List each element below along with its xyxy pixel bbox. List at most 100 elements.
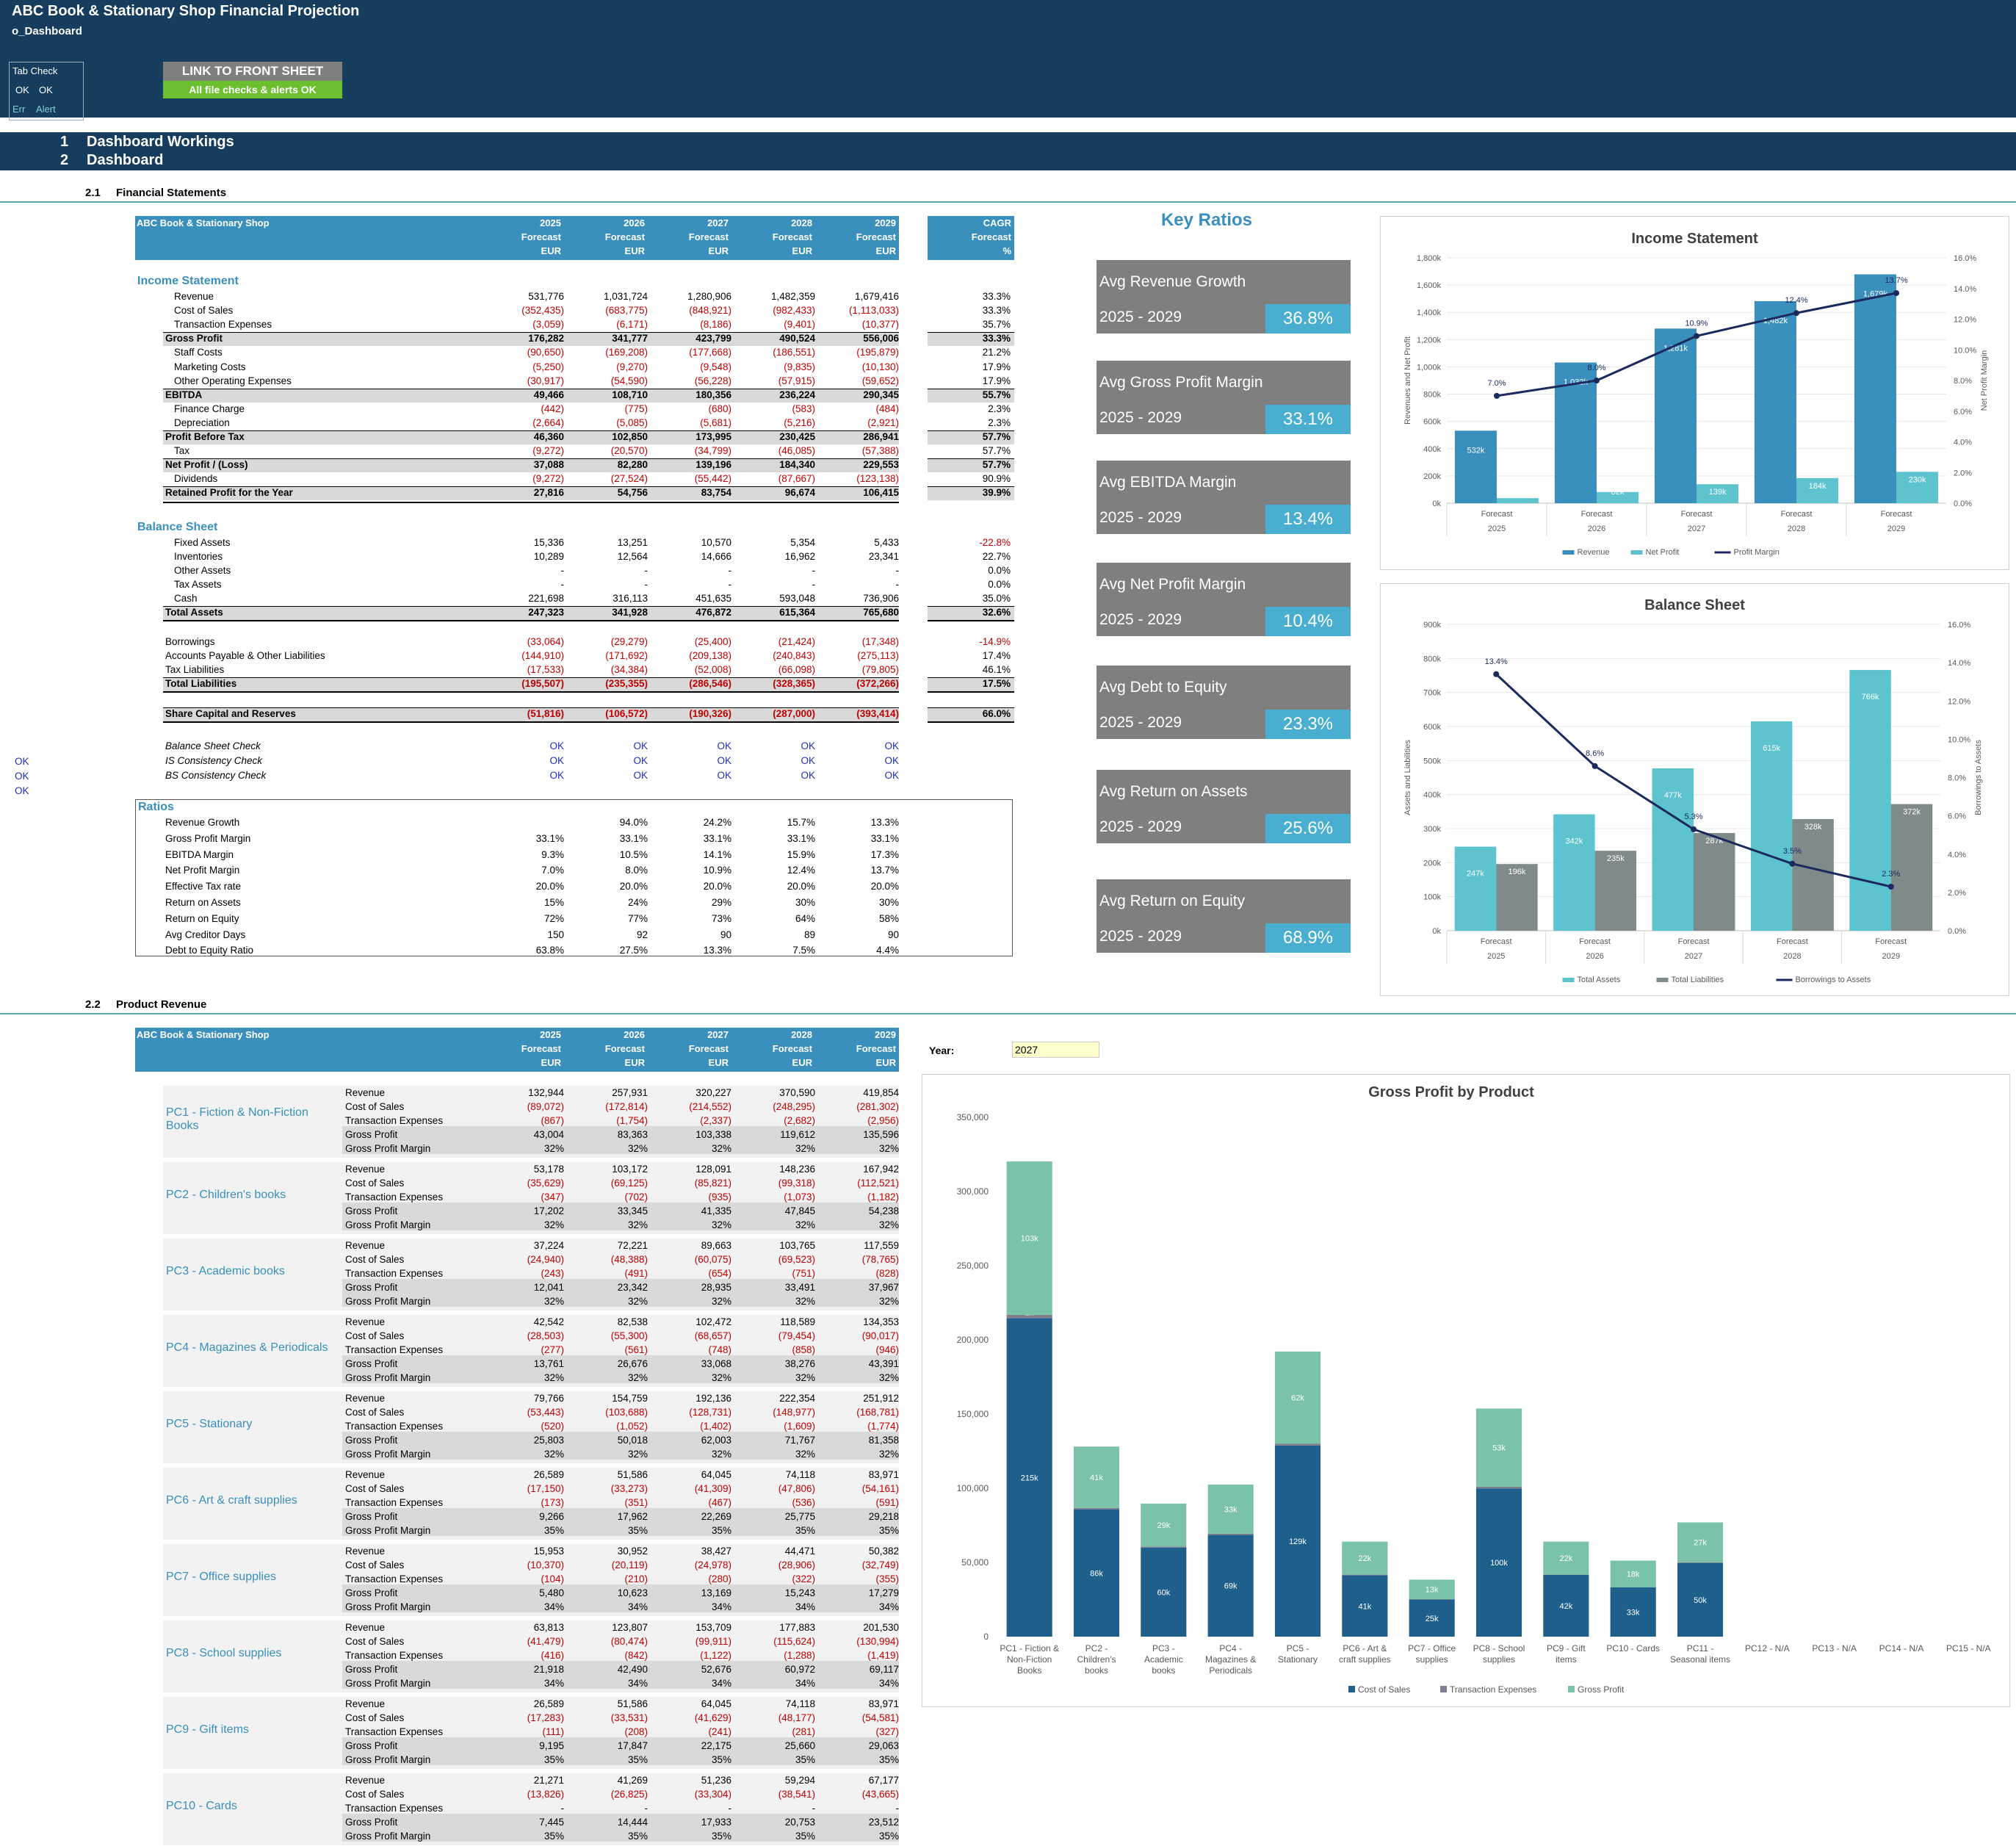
product-value: 103,172 bbox=[612, 1164, 648, 1175]
value-cell: (9,548) bbox=[700, 361, 731, 372]
total-row-bg bbox=[163, 677, 899, 693]
product-value: 32% bbox=[878, 1296, 899, 1307]
stacked-bar-1 bbox=[1073, 1507, 1120, 1510]
kpi-label: Avg EBITDA Margin bbox=[1099, 474, 1237, 491]
value-cell: 230,425 bbox=[779, 431, 815, 442]
x-tick-label: Non-Fiction bbox=[1007, 1654, 1052, 1665]
gross-profit-rows-bg bbox=[342, 1584, 899, 1612]
stacked-bar-2 bbox=[1207, 1485, 1254, 1534]
year-header: 2025 bbox=[540, 217, 561, 228]
product-value: 83,971 bbox=[868, 1469, 899, 1480]
line-data-label: 13.4% bbox=[1485, 657, 1508, 666]
product-value: 15,953 bbox=[533, 1546, 564, 1557]
line-data-label: 8.0% bbox=[1587, 364, 1605, 372]
value-cell: (30,917) bbox=[527, 375, 564, 386]
product-value: 153,709 bbox=[696, 1622, 731, 1633]
kpi-label: Avg Return on Assets bbox=[1099, 783, 1248, 800]
product-value: (33,273) bbox=[610, 1483, 648, 1494]
y2-tick-label: 14.0% bbox=[1954, 285, 1976, 294]
check-status: OK bbox=[884, 770, 899, 781]
gross-profit-rows-bg bbox=[342, 1508, 899, 1536]
product-row-label: Revenue bbox=[345, 1316, 386, 1327]
year-header: 2026 bbox=[624, 1029, 645, 1040]
product-value: 51,236 bbox=[701, 1775, 731, 1786]
product-value: (112,521) bbox=[857, 1178, 899, 1189]
y2-tick-label: 0.0% bbox=[1954, 500, 1972, 508]
product-name: PC5 - Stationary bbox=[166, 1418, 253, 1430]
value-cell: (9,401) bbox=[784, 319, 815, 331]
product-value: (33,531) bbox=[610, 1712, 648, 1723]
stacked-bar-0 bbox=[1073, 1509, 1120, 1637]
product-value: 35% bbox=[795, 1525, 815, 1536]
data-label: 477k bbox=[1664, 791, 1682, 800]
value-cell: 83,754 bbox=[701, 487, 731, 499]
product-name: PC3 - Academic books bbox=[166, 1265, 285, 1277]
value-cell: 736,906 bbox=[863, 593, 899, 604]
balance-sheet-title: Balance Sheet bbox=[137, 521, 218, 533]
cagr-cell: 33.3% bbox=[982, 291, 1011, 302]
value-cell: 10,570 bbox=[701, 537, 731, 548]
legend-label: Profit Margin bbox=[1734, 548, 1780, 557]
product-row-label: Gross Profit Margin bbox=[345, 1601, 431, 1612]
data-label: 25k bbox=[1426, 1615, 1439, 1623]
chart-title: Gross Profit by Product bbox=[1368, 1084, 1534, 1100]
legend-label: Total Liabilities bbox=[1672, 976, 1724, 984]
product-row-label: Revenue bbox=[345, 1546, 386, 1557]
product-value: 25,775 bbox=[784, 1511, 815, 1522]
gross-profit-rows-bg bbox=[342, 1279, 899, 1307]
row-label: Profit Before Tax bbox=[165, 431, 245, 442]
data-label: 42k bbox=[1559, 1602, 1572, 1611]
y-tick-label: 400k bbox=[1423, 791, 1441, 800]
value-cell: 531,776 bbox=[528, 291, 564, 302]
product-value: (1,288) bbox=[784, 1650, 815, 1661]
product-value: (60,075) bbox=[694, 1254, 731, 1265]
ratio-label: EBITDA Margin bbox=[165, 848, 234, 860]
section-dashboard-workings[interactable]: Dashboard Workings bbox=[87, 134, 234, 150]
product-value: (946) bbox=[875, 1344, 899, 1355]
stacked-bar-1 bbox=[1342, 1574, 1388, 1576]
value-cell: 16,962 bbox=[784, 551, 815, 562]
product-value: (591) bbox=[875, 1497, 899, 1508]
kpi-label: Avg Net Profit Margin bbox=[1099, 576, 1246, 593]
product-row-label: Revenue bbox=[345, 1087, 386, 1098]
product-value: (1,402) bbox=[700, 1421, 731, 1432]
product-value: 52,676 bbox=[701, 1664, 731, 1675]
x-tick-label: Forecast bbox=[1781, 510, 1813, 519]
value-cell: (169,208) bbox=[605, 347, 648, 358]
x-tick-label: 2025 bbox=[1488, 524, 1506, 533]
product-value: 103,765 bbox=[779, 1240, 815, 1251]
data-label: 139k bbox=[1709, 488, 1727, 497]
stacked-bar-0 bbox=[1141, 1547, 1187, 1637]
data-label: 372k bbox=[1903, 808, 1921, 817]
product-value: (54,161) bbox=[861, 1483, 899, 1494]
product-value: 72,221 bbox=[617, 1240, 648, 1251]
x-tick-label: PC6 - Art & bbox=[1343, 1643, 1387, 1654]
row-label: Depreciation bbox=[174, 417, 230, 428]
side-check-status: OK bbox=[15, 785, 29, 796]
year-input[interactable]: 2027 bbox=[1012, 1042, 1099, 1058]
ratio-value: 20.0% bbox=[870, 881, 899, 893]
check-status: OK bbox=[801, 755, 815, 766]
stacked-bar-1 bbox=[1677, 1562, 1724, 1563]
kpi-card: Avg Net Profit Margin 2025 - 2029 10.4% bbox=[1096, 563, 1351, 636]
product-value: 14,444 bbox=[617, 1817, 648, 1828]
x-tick-label: 2025 bbox=[1487, 952, 1505, 961]
ratio-value: 15.9% bbox=[787, 848, 815, 860]
product-row-label: Cost of Sales bbox=[345, 1101, 405, 1112]
section-divider bbox=[0, 1013, 2016, 1014]
link-to-front-sheet-button[interactable]: LINK TO FRONT SHEET bbox=[163, 62, 342, 81]
forecast-header: Forecast bbox=[688, 231, 729, 242]
section-dashboard[interactable]: Dashboard bbox=[87, 152, 164, 168]
product-value: (935) bbox=[708, 1191, 731, 1203]
value-cell: (775) bbox=[624, 403, 648, 414]
x-tick-label: Magazines & bbox=[1205, 1654, 1256, 1665]
x-tick-label: 2027 bbox=[1685, 952, 1702, 961]
product-value: (115,624) bbox=[773, 1636, 815, 1647]
ratio-value: 27.5% bbox=[619, 945, 648, 956]
value-cell: (51,816) bbox=[527, 708, 564, 719]
legend-swatch bbox=[1568, 1686, 1575, 1692]
value-cell: 108,710 bbox=[612, 389, 648, 400]
y2-axis-label: Net Profit Margin bbox=[1980, 350, 1989, 411]
check-status: OK bbox=[633, 770, 648, 781]
product-value: 83,971 bbox=[868, 1698, 899, 1709]
